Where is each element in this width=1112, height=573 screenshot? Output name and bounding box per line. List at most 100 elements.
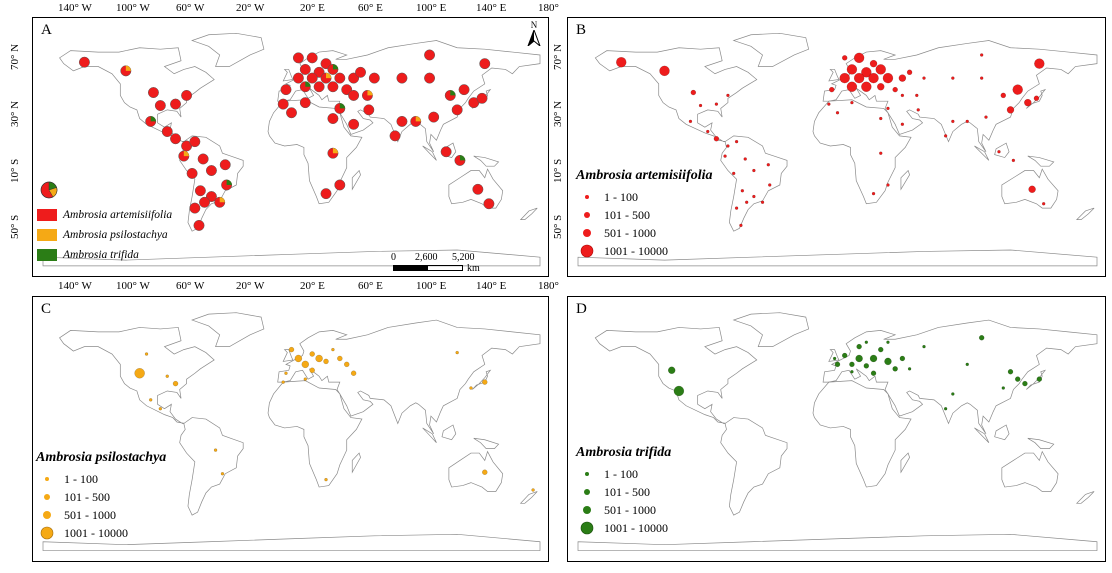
pie-marker [327,113,339,124]
pie-marker [334,179,346,191]
occurrence-point [309,367,315,373]
occurrence-point [1024,98,1032,107]
species-row-trifida: Ambrosia trifida [37,245,172,265]
occurrence-point [455,350,459,355]
occurrence-point [1006,106,1015,114]
lat-label: 10° S [9,158,21,183]
pie-marker [205,165,217,176]
size-symbol [576,191,598,203]
landmass-shape [1001,450,1059,492]
lon-label: 140° W [58,280,92,292]
size-class-row: 501 - 1000 [576,501,671,519]
occurrence-point [1028,185,1036,194]
occurrence-point [531,488,535,492]
landmass-shape [994,142,1010,158]
species-row-psilostachya: Ambrosia psilostachya [37,225,172,245]
occurrence-point [1007,369,1014,375]
size-class-row: 1 - 100 [576,465,671,483]
occurrence-point [752,194,756,199]
species-swatch [37,249,57,261]
occurrence-point [849,361,855,368]
lon-label: 60° W [176,280,205,292]
size-legend-d: Ambrosia trifida 1 - 100 101 - 500 501 -… [576,445,671,537]
size-class-row: 1 - 100 [36,470,166,488]
pie-marker [363,104,375,116]
occurrence-point [829,86,835,93]
occurrence-point [766,163,771,167]
size-class-row: 101 - 500 [576,483,671,501]
occurrence-point [616,57,627,68]
occurrence-point [827,102,831,106]
occurrence-point [899,355,906,362]
occurrence-point [744,200,749,205]
pie-marker [327,81,339,93]
occurrence-point [951,76,955,80]
size-class-label: 1 - 100 [64,471,98,486]
size-symbol [576,504,598,516]
occurrence-point [673,385,685,397]
occurrence-point [839,72,850,84]
pie-marker [348,118,360,130]
pie-marker [189,136,201,148]
landmass-shape [594,327,758,424]
occurrence-point [951,392,955,396]
panel-letter-b: B [576,22,587,38]
legend-title-d: Ambrosia trifida [576,445,672,460]
landmass-shape [812,99,912,205]
occurrence-point [869,354,878,363]
pie-slice [332,148,339,154]
scale-label-0: 0 [391,252,396,263]
pie-marker [428,111,440,123]
lat-label: 50° S [552,214,564,239]
occurrence-point [898,74,907,82]
occurrence-point [482,379,488,385]
landmass-shape [822,319,1098,435]
occurrence-point [726,144,730,148]
landmass-shape [974,427,990,443]
pie-marker [219,159,231,171]
size-symbol [576,468,598,480]
occurrence-point [842,55,848,61]
landmass-shape [448,450,504,492]
occurrence-point [853,72,865,84]
landmass-shape [191,32,265,67]
landmass-shape [732,32,810,67]
occurrence-point [907,367,912,371]
occurrence-point [731,171,736,176]
pie-slice [326,72,332,79]
landmass-shape [422,427,437,443]
occurrence-point [879,151,883,155]
pie-marker [299,63,311,75]
occurrence-point [886,106,890,111]
occurrence-point [1015,376,1021,382]
pie-marker [161,126,173,137]
occurrence-point [922,344,926,349]
occurrence-point [734,139,739,144]
pie-slice [305,81,311,87]
occurrence-point [871,191,876,196]
north-arrow-icon [526,28,542,48]
size-legend-b: Ambrosia artemisiifolia 1 - 100 101 - 50… [576,168,713,260]
landmass-shape [720,417,788,516]
panel-c: C Ambrosia psilostachya 1 - 100 101 - 50… [32,296,549,562]
occurrence-point [868,72,879,84]
pie-marker [277,98,289,110]
lon-label: 100° E [416,2,447,14]
landmass-shape [422,145,437,161]
occurrence-point [134,368,145,379]
occurrence-point [743,157,747,161]
panel-a: A N Ambrosia artemisiifolia Ambrosia psi… [32,17,549,277]
landmass-shape [828,349,840,362]
pie-marker [472,183,484,195]
landmass-shape [720,135,788,232]
occurrence-point [1041,202,1046,206]
landmass-shape [59,47,215,142]
lon-label: 60° E [358,2,383,14]
occurrence-point [768,183,772,187]
size-class-row: 1001 - 10000 [576,519,671,537]
panel-d: D Ambrosia trifida 1 - 100 101 - 500 501… [567,296,1106,562]
size-symbol [36,509,58,521]
landmass-shape [42,533,541,551]
landmass-shape [277,319,541,435]
legend-title-b: Ambrosia artemisiifolia [576,168,713,183]
